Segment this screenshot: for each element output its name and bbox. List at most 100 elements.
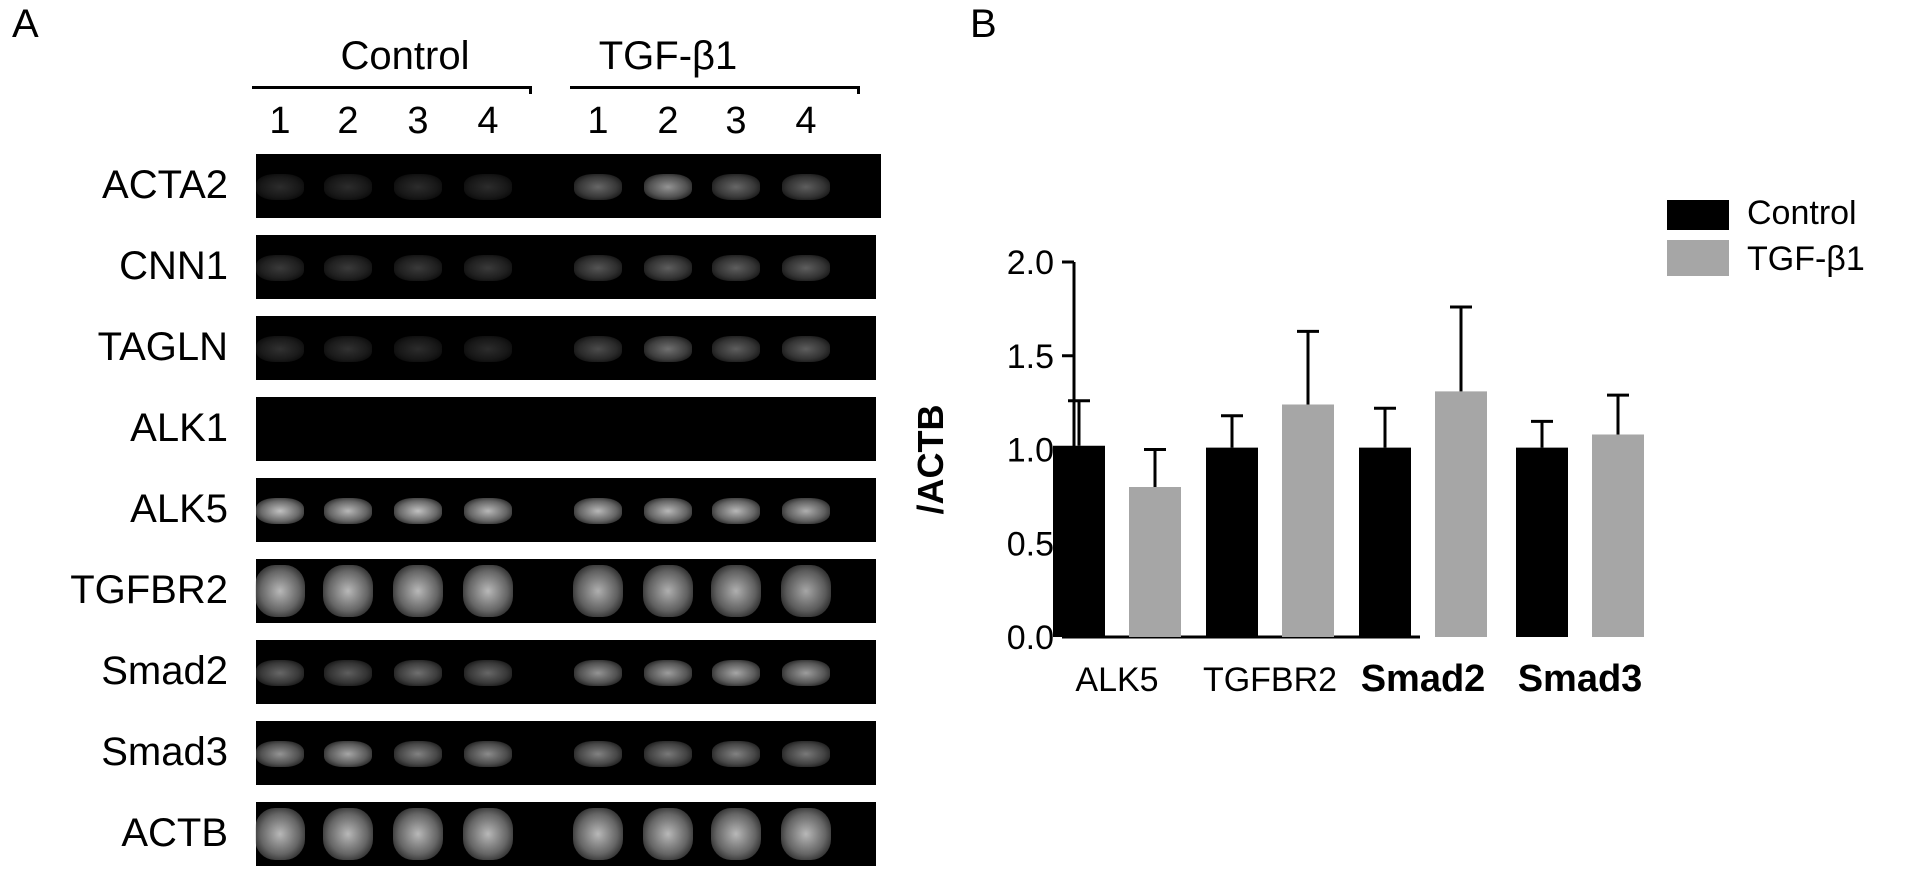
gel-band xyxy=(782,498,830,524)
gene-label: CNN1 xyxy=(119,244,228,288)
gel-band xyxy=(464,336,512,362)
lane-number: 4 xyxy=(477,100,499,142)
y-tick-label: 1.0 xyxy=(1007,432,1054,470)
group-label-control: Control xyxy=(340,34,470,78)
legend-swatch xyxy=(1667,200,1729,230)
lane-number: 3 xyxy=(407,100,429,142)
legend-label: Control xyxy=(1747,200,1857,232)
bar xyxy=(1053,445,1105,637)
gel-band xyxy=(464,255,512,281)
gel-band xyxy=(574,255,622,281)
gel-band xyxy=(644,498,692,524)
y-tick-label: 2.0 xyxy=(1007,244,1054,282)
x-tick-label: TGFBR2 xyxy=(1203,661,1337,699)
gel-row: TGFBR2 xyxy=(0,555,900,625)
bar-chart: 0.0 0.5 1.0 1.5 2.0/ACTB ALK5 TGFBR2 Smad2 Smad3… xyxy=(910,200,1865,700)
gel-band xyxy=(464,174,512,200)
gel-band xyxy=(574,174,622,200)
lane-number: 2 xyxy=(657,100,679,142)
gel-band xyxy=(781,808,831,860)
gel-band xyxy=(644,174,692,200)
gel-band xyxy=(394,174,442,200)
panel-a-letter: A xyxy=(12,2,39,46)
gel-band xyxy=(712,255,760,281)
x-tick-label: Smad2 xyxy=(1361,658,1486,700)
legend-swatch xyxy=(1667,240,1729,276)
y-tick-label: 1.5 xyxy=(1007,338,1054,376)
bar xyxy=(1516,447,1568,637)
gel-band xyxy=(256,660,304,686)
gel-band xyxy=(464,498,512,524)
gel-band xyxy=(463,565,513,617)
y-tick-label: 0.5 xyxy=(1007,525,1054,563)
gel-band xyxy=(324,336,372,362)
gel-band xyxy=(712,660,760,686)
gel-row: Smad3 xyxy=(0,717,900,787)
gel-band xyxy=(574,498,622,524)
gene-label: ACTA2 xyxy=(102,163,228,207)
gel-band xyxy=(256,498,304,524)
legend-label: TGF-β1 xyxy=(1747,240,1865,278)
gel-band xyxy=(782,741,830,767)
gel-band xyxy=(255,565,305,617)
bar xyxy=(1129,487,1181,637)
gel-band xyxy=(782,255,830,281)
gel-band xyxy=(644,255,692,281)
gel-band xyxy=(256,336,304,362)
gel-band xyxy=(463,808,513,860)
gel-band xyxy=(643,565,693,617)
gel-band xyxy=(394,660,442,686)
gel-row: Smad2 xyxy=(0,636,900,706)
gel-band xyxy=(573,565,623,617)
bar xyxy=(1592,434,1644,637)
gel-band xyxy=(256,255,304,281)
gene-label: Smad3 xyxy=(101,730,228,774)
bar xyxy=(1206,447,1258,637)
gel-band xyxy=(782,336,830,362)
group-bracket-control xyxy=(252,86,532,94)
lane-number: 3 xyxy=(725,100,747,142)
gel-band xyxy=(712,336,760,362)
gel-band xyxy=(573,808,623,860)
gel-strip xyxy=(256,397,876,461)
gene-label: ALK5 xyxy=(130,487,228,531)
gel-band xyxy=(711,808,761,860)
gene-label: Smad2 xyxy=(101,649,228,693)
gel-band xyxy=(643,808,693,860)
group-label-tgf-b1: TGF-β1 xyxy=(598,34,738,78)
gel-band xyxy=(393,808,443,860)
lane-number: 1 xyxy=(587,100,609,142)
group-bracket-tgf-b1 xyxy=(570,86,860,94)
gel-band xyxy=(323,808,373,860)
x-tick-label: ALK5 xyxy=(1075,661,1158,699)
gel-band xyxy=(574,660,622,686)
lane-number: 2 xyxy=(337,100,359,142)
gene-label: TGFBR2 xyxy=(70,568,228,612)
gel-row: ACTA2 xyxy=(0,150,900,220)
gel-band xyxy=(256,741,304,767)
lane-number: 4 xyxy=(795,100,817,142)
gel-band xyxy=(394,741,442,767)
gel-band xyxy=(324,741,372,767)
gel-band xyxy=(324,174,372,200)
x-tick-label: Smad3 xyxy=(1518,658,1643,700)
gel-band xyxy=(781,565,831,617)
gel-band xyxy=(782,660,830,686)
gel-band xyxy=(256,174,304,200)
gel-band xyxy=(644,741,692,767)
gel-band xyxy=(782,174,830,200)
gel-band xyxy=(324,660,372,686)
gel-band xyxy=(394,336,442,362)
gel-row: CNN1 xyxy=(0,231,900,301)
y-axis-label: /ACTB xyxy=(910,405,951,515)
bar xyxy=(1282,404,1334,637)
gel-band xyxy=(644,660,692,686)
gel-band xyxy=(574,336,622,362)
gel-band xyxy=(712,498,760,524)
gel-band xyxy=(394,255,442,281)
gel-band xyxy=(324,255,372,281)
gene-label: TAGLN xyxy=(97,325,228,369)
gel-row: ALK1 xyxy=(0,393,900,463)
bar xyxy=(1359,447,1411,637)
gel-row: TAGLN xyxy=(0,312,900,382)
